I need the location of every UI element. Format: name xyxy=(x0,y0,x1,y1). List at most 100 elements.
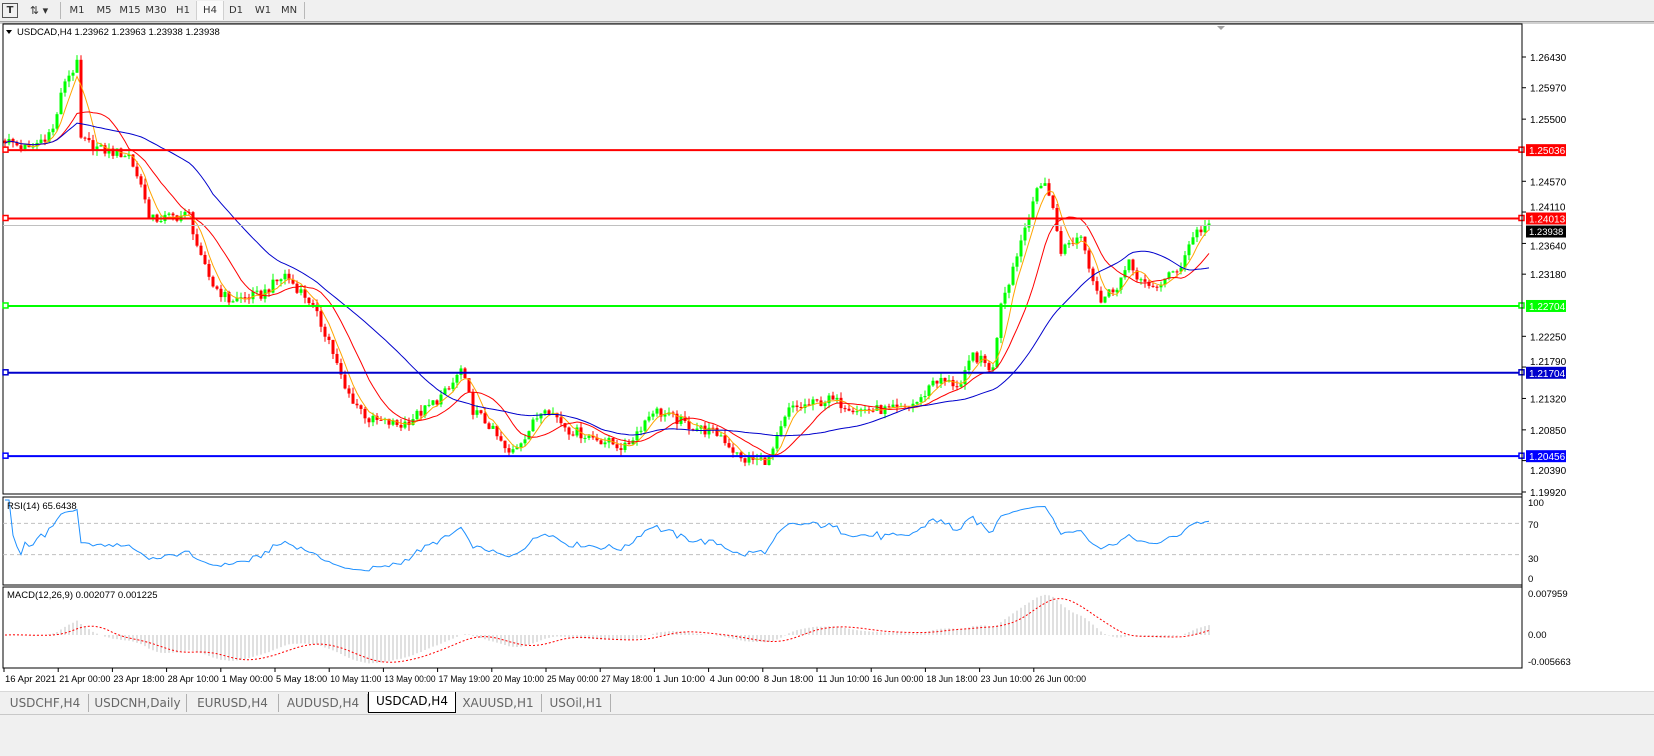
bear-candle xyxy=(11,138,15,143)
rsi-axis-label: 30 xyxy=(1528,554,1539,565)
line-anchor-handle[interactable] xyxy=(2,214,9,222)
bear-candle xyxy=(135,166,139,177)
rsi-line xyxy=(5,499,1210,572)
bull-candle xyxy=(919,397,923,402)
shift-marker-icon[interactable] xyxy=(1217,26,1225,30)
bull-candle xyxy=(283,273,287,280)
timeframe-h4[interactable]: H4 xyxy=(196,1,224,20)
price-level-label: 1.21704 xyxy=(1529,369,1566,380)
bull-candle xyxy=(59,92,63,115)
bear-candle xyxy=(139,176,143,185)
bear-candle xyxy=(375,415,379,420)
bear-candle xyxy=(387,418,391,425)
timeframe-w1[interactable]: W1 xyxy=(254,5,272,16)
price-axis-label: 1.23180 xyxy=(1530,270,1567,281)
bull-candle xyxy=(423,405,427,416)
bear-candle xyxy=(731,447,735,453)
bull-candle xyxy=(911,403,915,407)
time-axis-label: 17 May 19:00 xyxy=(439,674,490,685)
bull-candle xyxy=(787,407,791,417)
bear-candle xyxy=(199,245,203,255)
bull-candle xyxy=(371,415,375,423)
bear-candle xyxy=(763,457,767,465)
time-axis-label: 28 Apr 10:00 xyxy=(168,674,219,685)
time-axis-label: 5 May 18:00 xyxy=(276,674,327,685)
bull-candle xyxy=(883,406,887,414)
bull-candle xyxy=(779,426,783,436)
toolbar-separator xyxy=(304,2,305,19)
chart-tabs-bar: USDCHF,H4 USDCNH,Daily EURUSD,H4 AUDUSD,H4 U… xyxy=(0,691,1654,714)
bull-candle xyxy=(647,416,651,421)
bear-candle xyxy=(171,213,175,216)
macd-pane[interactable] xyxy=(2,586,1523,669)
price-axis-label: 1.24110 xyxy=(1530,203,1566,214)
bull-candle xyxy=(127,154,131,157)
bull-candle xyxy=(99,145,103,147)
chart-tab-audusd-h4[interactable]: AUDUSD,H4 xyxy=(279,694,368,712)
bear-candle xyxy=(627,442,631,445)
timeframe-mn[interactable]: MN xyxy=(280,5,298,16)
dropdown-triangle-icon[interactable] xyxy=(6,30,12,34)
bull-candle xyxy=(995,337,999,368)
line-anchor-handle[interactable] xyxy=(2,146,9,153)
price-axis-label: 1.26430 xyxy=(1530,53,1567,64)
chart-tab-usdchf-h4[interactable]: USDCHF,H4 xyxy=(2,694,89,712)
line-anchor-handle[interactable] xyxy=(2,452,9,459)
bear-candle xyxy=(871,410,875,412)
bear-candle xyxy=(563,423,567,428)
time-axis-label: 27 May 18:00 xyxy=(601,674,652,685)
bull-candle xyxy=(1183,255,1187,268)
line-anchor-handle[interactable] xyxy=(2,369,9,376)
bull-candle xyxy=(1171,271,1175,273)
bull-candle xyxy=(927,385,931,397)
bear-candle xyxy=(1155,286,1159,288)
bear-candle xyxy=(379,419,383,421)
bear-candle xyxy=(339,363,343,375)
rsi-pane[interactable] xyxy=(2,496,1523,586)
timeframe-m15[interactable]: M15 xyxy=(119,5,141,16)
toolbar-separator xyxy=(60,2,61,19)
bull-candle xyxy=(223,291,227,298)
bear-candle xyxy=(1095,281,1099,291)
timeframe-m30[interactable]: M30 xyxy=(145,5,167,16)
bear-candle xyxy=(547,410,551,415)
bull-candle xyxy=(1179,267,1183,272)
bear-candle xyxy=(259,290,263,299)
chart-tab-eurusd-h4[interactable]: EURUSD,H4 xyxy=(187,694,279,712)
bear-candle xyxy=(195,234,199,246)
bull-candle xyxy=(1163,278,1167,285)
bull-candle xyxy=(939,377,943,384)
bear-candle xyxy=(227,291,231,303)
bull-candle xyxy=(475,410,479,415)
chart-tab-usdcad-h4[interactable]: USDCAD,H4 xyxy=(368,692,456,713)
bull-candle xyxy=(1011,266,1015,285)
timeframe-h1[interactable]: H1 xyxy=(176,5,190,16)
line-anchor-handle[interactable] xyxy=(2,302,9,309)
bull-candle xyxy=(891,404,895,407)
bull-candle xyxy=(159,220,163,222)
bull-candle xyxy=(603,442,607,445)
timeframe-d1[interactable]: D1 xyxy=(228,5,244,16)
time-axis-label: 10 May 11:00 xyxy=(330,674,381,685)
bull-candle xyxy=(855,411,859,413)
chart-tab-xauusd-h1[interactable]: XAUUSD,H1 xyxy=(455,694,542,712)
chart-window[interactable]: 1.26430 1.25970 1.25500 1.24570 1.24110 1.236… xyxy=(0,0,1654,690)
arrows-tool-icon[interactable]: ⇅ ▾ xyxy=(29,4,49,17)
bear-candle xyxy=(319,311,323,327)
bear-candle xyxy=(807,404,811,406)
timeframe-m5[interactable]: M5 xyxy=(96,5,112,16)
bull-candle xyxy=(491,425,495,429)
main-price-pane[interactable] xyxy=(2,23,1523,495)
chart-tab-usoil-h1[interactable]: USOil,H1 xyxy=(542,694,611,712)
timeframe-m1[interactable]: M1 xyxy=(69,5,85,16)
bear-candle xyxy=(295,283,299,293)
bull-candle xyxy=(235,297,239,302)
chart-tab-usdcnh-daily[interactable]: USDCNH,Daily xyxy=(89,694,187,712)
current-price-label: 1.23938 xyxy=(1529,227,1563,238)
bear-candle xyxy=(19,145,23,149)
bear-candle xyxy=(435,400,439,405)
bear-candle xyxy=(471,392,475,415)
text-tool-icon[interactable]: T xyxy=(2,3,18,18)
bull-candle xyxy=(543,410,547,414)
bull-candle xyxy=(271,279,275,293)
